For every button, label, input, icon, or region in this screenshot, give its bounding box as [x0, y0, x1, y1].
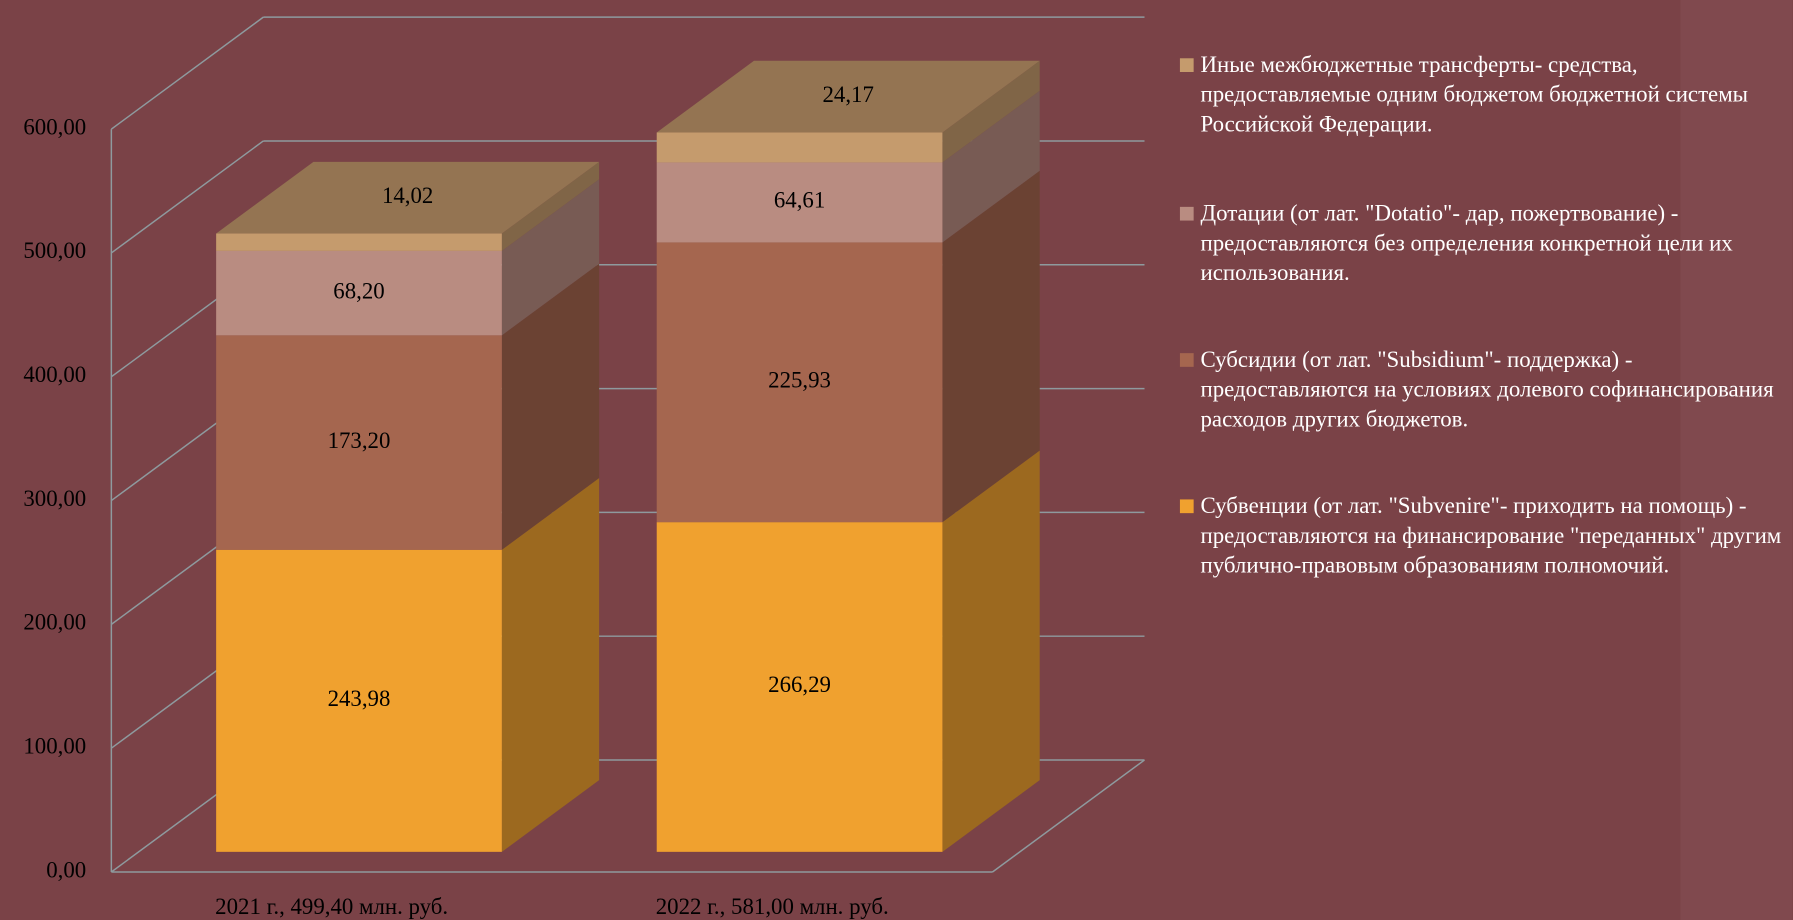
- y-tick-label: 400,00: [23, 362, 86, 387]
- bar-top: [216, 161, 600, 234]
- legend-swatch: [1179, 58, 1194, 72]
- legend-entry: Дотации (от лат. "Dotatio"- дар, пожертв…: [1200, 201, 1733, 286]
- grid-line-side: [110, 140, 264, 254]
- data-label: 243,98: [328, 686, 391, 711]
- bar: [656, 132, 943, 163]
- bar-side: [501, 161, 600, 251]
- data-label: 173,20: [328, 428, 391, 453]
- grid-line-side: [110, 16, 264, 130]
- data-label: 24,17: [823, 82, 874, 107]
- data-label: 14,02: [382, 183, 433, 208]
- legend-swatch: [1179, 353, 1194, 367]
- bar-side: [942, 60, 1040, 163]
- legend-entry: Субсидии (от лат. "Subsidium"- поддержка…: [1200, 347, 1774, 432]
- y-tick-label: 600,00: [23, 114, 86, 139]
- legend-label: Иные межбюджетные трансферты- средства, …: [1200, 52, 1749, 138]
- y-tick-label: 500,00: [23, 238, 86, 263]
- legend-entry: Иные межбюджетные трансферты- средства, …: [1200, 52, 1749, 138]
- legend-entry: Субвенции (от лат. "Subvenire"- приходит…: [1200, 493, 1782, 579]
- floor-right: [992, 759, 1145, 873]
- data-label: 225,93: [768, 368, 831, 393]
- bar-top: [656, 60, 1040, 133]
- data-label: 68,20: [333, 278, 384, 303]
- bar-side: [501, 179, 600, 336]
- legend-label: Субсидии (от лат. "Subsidium"- поддержка…: [1200, 347, 1774, 432]
- bar: [656, 162, 943, 243]
- bar: [216, 549, 502, 852]
- bar-side: [942, 450, 1040, 852]
- y-tick-label: 0,00: [46, 857, 86, 882]
- bar: [216, 335, 502, 550]
- y-tick-label: 100,00: [23, 733, 86, 758]
- data-label: 266,29: [768, 672, 831, 697]
- bar-side: [942, 90, 1040, 243]
- x-tick-label: 2021 г., 499,40 млн. руб.: [215, 894, 448, 919]
- bar: [216, 233, 502, 251]
- legend-label: Субвенции (от лат. "Subvenire"- приходит…: [1200, 493, 1782, 579]
- y-tick-label: 300,00: [23, 486, 86, 511]
- background-strip: [1680, 0, 1793, 920]
- bar: [216, 250, 502, 336]
- legend-label: Дотации (от лат. "Dotatio"- дар, пожертв…: [1200, 201, 1733, 286]
- data-label: 64,61: [774, 188, 825, 213]
- y-tick-label: 200,00: [23, 610, 86, 635]
- bar-side: [501, 263, 600, 550]
- bar-side: [942, 170, 1040, 523]
- legend-swatch: [1179, 206, 1194, 221]
- x-tick-label: 2022 г., 581,00 млн. руб.: [656, 894, 889, 919]
- legend-swatch: [1179, 499, 1194, 514]
- bar: [656, 522, 943, 852]
- bar-side: [501, 478, 600, 852]
- bar: [656, 242, 943, 523]
